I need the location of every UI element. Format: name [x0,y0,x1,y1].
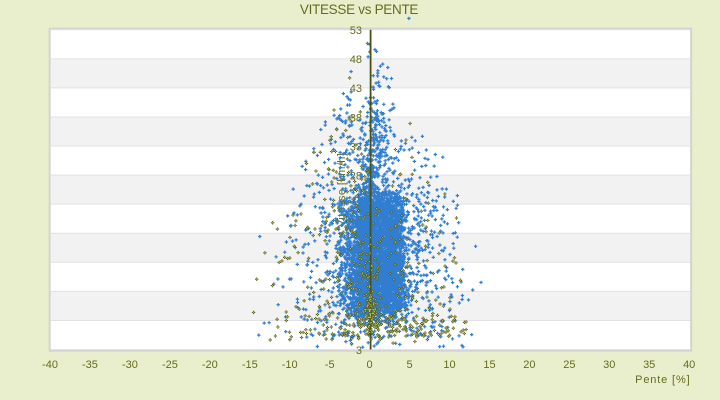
svg-text:-20: -20 [202,359,218,371]
svg-text:15: 15 [483,359,495,371]
svg-text:-10: -10 [282,359,298,371]
svg-text:-30: -30 [122,359,138,371]
svg-text:35: 35 [643,359,655,371]
svg-text:30: 30 [603,359,615,371]
svg-text:38: 38 [350,112,362,124]
svg-text:5: 5 [407,359,413,371]
svg-text:-40: -40 [42,359,58,371]
svg-text:-15: -15 [242,359,258,371]
svg-text:Pente [%]: Pente [%] [635,374,690,386]
svg-text:10: 10 [443,359,455,371]
svg-text:20: 20 [523,359,535,371]
svg-text:-5: -5 [325,359,335,371]
svg-text:-25: -25 [162,359,178,371]
svg-text:-35: -35 [82,359,98,371]
svg-text:0: 0 [367,359,373,371]
svg-text:VITESSE vs PENTE: VITESSE vs PENTE [300,2,419,17]
svg-text:48: 48 [350,54,362,66]
svg-text:53: 53 [350,25,362,37]
svg-text:28: 28 [350,170,362,182]
svg-text:40: 40 [683,359,695,371]
svg-text:3: 3 [356,345,362,357]
svg-text:33: 33 [350,141,362,153]
svg-text:25: 25 [563,359,575,371]
